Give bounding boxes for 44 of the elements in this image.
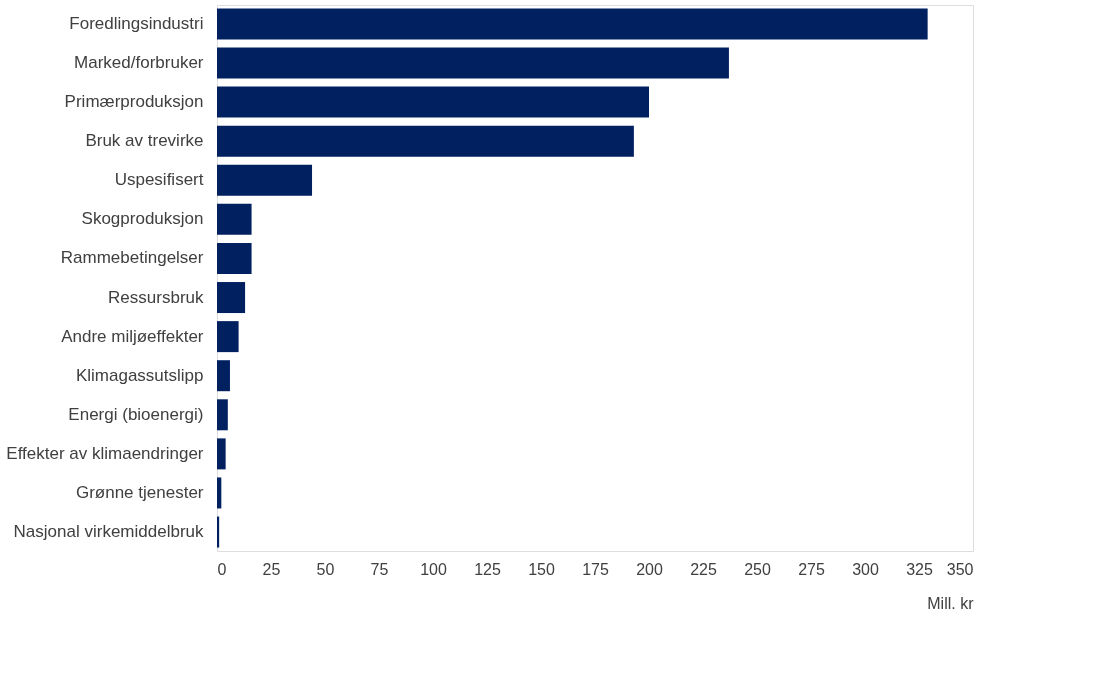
y-tick-label: Primærproduksjon bbox=[64, 92, 204, 112]
bar bbox=[217, 477, 222, 509]
bar bbox=[217, 242, 252, 274]
x-tick-label: 300 bbox=[852, 560, 879, 578]
x-tick-label: 75 bbox=[370, 560, 389, 578]
y-tick-label: Ressursbruk bbox=[108, 287, 204, 307]
bar bbox=[217, 8, 928, 40]
x-tick-label: 0 bbox=[217, 560, 227, 578]
x-tick-label: 200 bbox=[636, 560, 663, 578]
y-tick-label: Foredlingsindustri bbox=[69, 13, 204, 33]
y-tick-label: Bruk av trevirke bbox=[85, 131, 204, 151]
x-tick-label: 175 bbox=[582, 560, 609, 578]
x-tick-label: 275 bbox=[798, 560, 825, 578]
y-tick-label: Energi (bioenergi) bbox=[68, 404, 204, 424]
bar bbox=[217, 438, 226, 470]
bar bbox=[217, 125, 634, 157]
y-tick-label: Skogproduksjon bbox=[81, 209, 204, 229]
y-tick-label: Marked/forbruker bbox=[74, 53, 204, 73]
x-tick-label: 25 bbox=[262, 560, 281, 578]
y-tick-label: Effekter av klimaendringer bbox=[6, 443, 204, 463]
bar bbox=[217, 86, 649, 118]
bar bbox=[217, 516, 220, 548]
y-tick-label: Andre miljøeffekter bbox=[61, 326, 204, 346]
y-tick-label: Klimagassutslipp bbox=[75, 365, 204, 385]
y-tick-label: Grønne tjenester bbox=[75, 482, 204, 502]
y-tick-label: Uspesifisert bbox=[114, 170, 204, 190]
x-tick-label: 250 bbox=[744, 560, 771, 578]
bar bbox=[217, 399, 228, 431]
bar bbox=[217, 47, 729, 79]
x-tick-label: 100 bbox=[420, 560, 447, 578]
y-tick-label: Nasjonal virkemiddelbruk bbox=[13, 522, 204, 542]
x-tick-label: 50 bbox=[316, 560, 335, 578]
bar bbox=[217, 360, 230, 392]
bar bbox=[217, 203, 252, 235]
x-tick-label: 225 bbox=[690, 560, 717, 578]
bar bbox=[217, 282, 246, 314]
x-tick-label: 350 bbox=[946, 560, 974, 578]
x-tick-label: 150 bbox=[528, 560, 555, 578]
x-tick-label: 325 bbox=[906, 560, 933, 578]
x-tick-label: 125 bbox=[474, 560, 501, 578]
y-tick-label: Rammebetingelser bbox=[60, 248, 204, 268]
bar bbox=[217, 164, 313, 196]
bar bbox=[217, 321, 239, 353]
x-axis-title: Mill. kr bbox=[927, 594, 975, 612]
